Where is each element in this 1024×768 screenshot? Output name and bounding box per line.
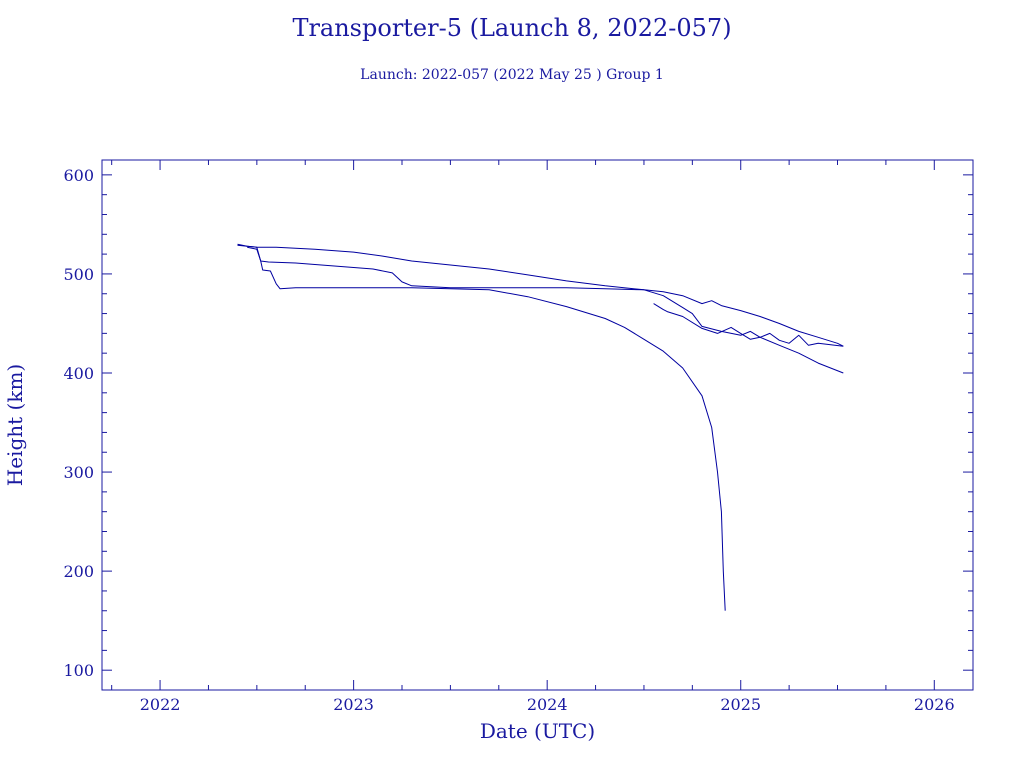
plot-frame <box>101 159 974 691</box>
x-tick-label: 2023 <box>333 695 374 714</box>
x-tick-label: 2024 <box>527 695 568 714</box>
series-line-1 <box>237 243 844 347</box>
x-axis-title: Date (UTC) <box>480 719 595 743</box>
y-tick-label: 200 <box>63 562 94 581</box>
y-tick-label: 300 <box>63 463 94 482</box>
y-tick-label: 400 <box>63 364 94 383</box>
chart-subtitle: Launch: 2022-057 (2022 May 25 ) Group 1 <box>360 67 664 83</box>
y-axis-title: Height (km) <box>3 364 27 486</box>
x-tick-label: 2025 <box>720 695 761 714</box>
y-tick-label: 100 <box>63 661 94 680</box>
series-line-4 <box>653 303 844 374</box>
series-line-3 <box>237 244 726 611</box>
series-line-2 <box>247 246 844 347</box>
x-tick-label: 2022 <box>140 695 181 714</box>
chart-title: Transporter-5 (Launch 8, 2022-057) <box>292 14 732 42</box>
x-tick-label: 2026 <box>914 695 955 714</box>
y-tick-label: 500 <box>63 265 94 284</box>
y-tick-label: 600 <box>63 166 94 185</box>
